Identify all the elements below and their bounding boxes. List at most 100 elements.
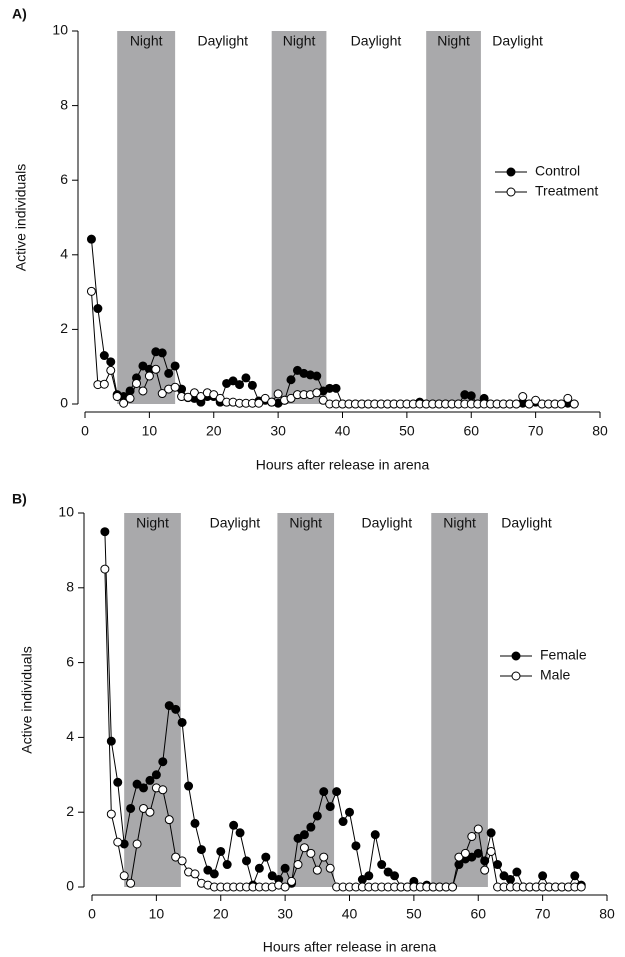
data-point: [325, 863, 335, 873]
data-point: [312, 811, 322, 821]
legend-label: Control: [535, 163, 580, 179]
data-point: [287, 876, 297, 886]
y-tick-label: 8: [60, 96, 68, 112]
panel-label: B): [12, 491, 27, 507]
legend-marker: [506, 167, 516, 177]
data-point: [132, 839, 142, 849]
y-tick-label: 2: [66, 803, 74, 819]
data-point: [126, 878, 136, 888]
data-point: [170, 382, 180, 392]
data-point: [132, 378, 141, 388]
band-label: Night: [289, 515, 322, 531]
data-point: [196, 845, 206, 855]
data-point: [473, 824, 483, 834]
data-point: [171, 704, 181, 714]
x-tick-label: 30: [270, 423, 286, 439]
annotation: Daylight: [197, 33, 248, 49]
data-point: [112, 392, 122, 402]
y-tick-label: 4: [60, 246, 68, 262]
data-point: [345, 807, 354, 817]
data-point: [467, 832, 477, 842]
data-point: [125, 386, 135, 396]
data-point: [370, 830, 380, 840]
data-point: [280, 863, 290, 873]
data-point: [280, 882, 290, 892]
data-point: [486, 828, 496, 838]
x-tick-label: 60: [463, 423, 479, 439]
data-point: [119, 398, 129, 408]
data-point: [312, 371, 322, 381]
data-point: [390, 871, 400, 881]
x-tick-label: 70: [535, 906, 551, 922]
legend-marker: [511, 651, 521, 661]
data-point: [480, 856, 490, 866]
data-point: [306, 848, 316, 858]
data-point: [569, 399, 579, 409]
data-point: [518, 392, 528, 402]
data-point: [157, 348, 167, 358]
data-point: [235, 380, 244, 390]
y-tick-label: 2: [60, 320, 68, 336]
data-point: [511, 399, 521, 409]
x-tick-label: 60: [470, 906, 486, 922]
data-point: [157, 389, 167, 399]
data-point: [254, 863, 264, 873]
data-point: [158, 785, 168, 795]
data-point: [139, 783, 148, 793]
data-point: [222, 860, 232, 870]
y-axis-label: Active individuals: [19, 646, 35, 753]
data-point: [106, 809, 116, 819]
data-point: [448, 882, 457, 892]
data-point: [229, 820, 239, 830]
data-point: [273, 389, 283, 399]
data-point: [164, 368, 174, 378]
annotation: Daylight: [501, 515, 552, 531]
night-band: [271, 31, 327, 404]
data-point: [145, 775, 155, 785]
data-point: [351, 841, 361, 851]
data-point: [106, 736, 116, 746]
legend-marker: [511, 671, 521, 681]
night-band: [277, 513, 335, 887]
x-tick-label: 10: [142, 423, 158, 439]
data-point: [377, 860, 387, 870]
data-point: [286, 375, 296, 385]
data-point: [151, 364, 161, 374]
x-tick-label: 30: [277, 906, 293, 922]
band-label: Night: [283, 33, 316, 49]
data-point: [177, 856, 187, 866]
x-tick-label: 20: [206, 423, 222, 439]
annotation: Daylight: [362, 515, 413, 531]
night-band: [124, 513, 181, 887]
data-point: [144, 371, 154, 381]
x-tick-label: 20: [213, 906, 229, 922]
data-point: [480, 865, 490, 875]
data-point: [460, 848, 470, 858]
y-tick-label: 0: [66, 878, 74, 894]
data-point: [299, 843, 309, 853]
data-point: [306, 822, 316, 832]
y-axis-label: Active individuals: [13, 164, 29, 271]
legend-marker: [506, 187, 516, 197]
legend-label: Treatment: [535, 183, 598, 199]
data-point: [242, 856, 251, 866]
data-point: [113, 777, 123, 787]
data-point: [119, 871, 129, 881]
data-point: [473, 848, 483, 858]
data-point: [183, 392, 193, 402]
data-point: [299, 830, 309, 840]
data-point: [325, 802, 335, 812]
data-point: [261, 852, 271, 862]
legend-label: Female: [540, 647, 587, 663]
data-point: [493, 860, 503, 870]
x-tick-label: 10: [149, 906, 165, 922]
data-point: [99, 379, 109, 389]
data-point: [216, 846, 226, 856]
data-point: [241, 373, 251, 383]
data-point: [312, 865, 322, 875]
band-label: Night: [443, 515, 476, 531]
data-point: [364, 871, 374, 881]
data-point: [151, 770, 161, 780]
